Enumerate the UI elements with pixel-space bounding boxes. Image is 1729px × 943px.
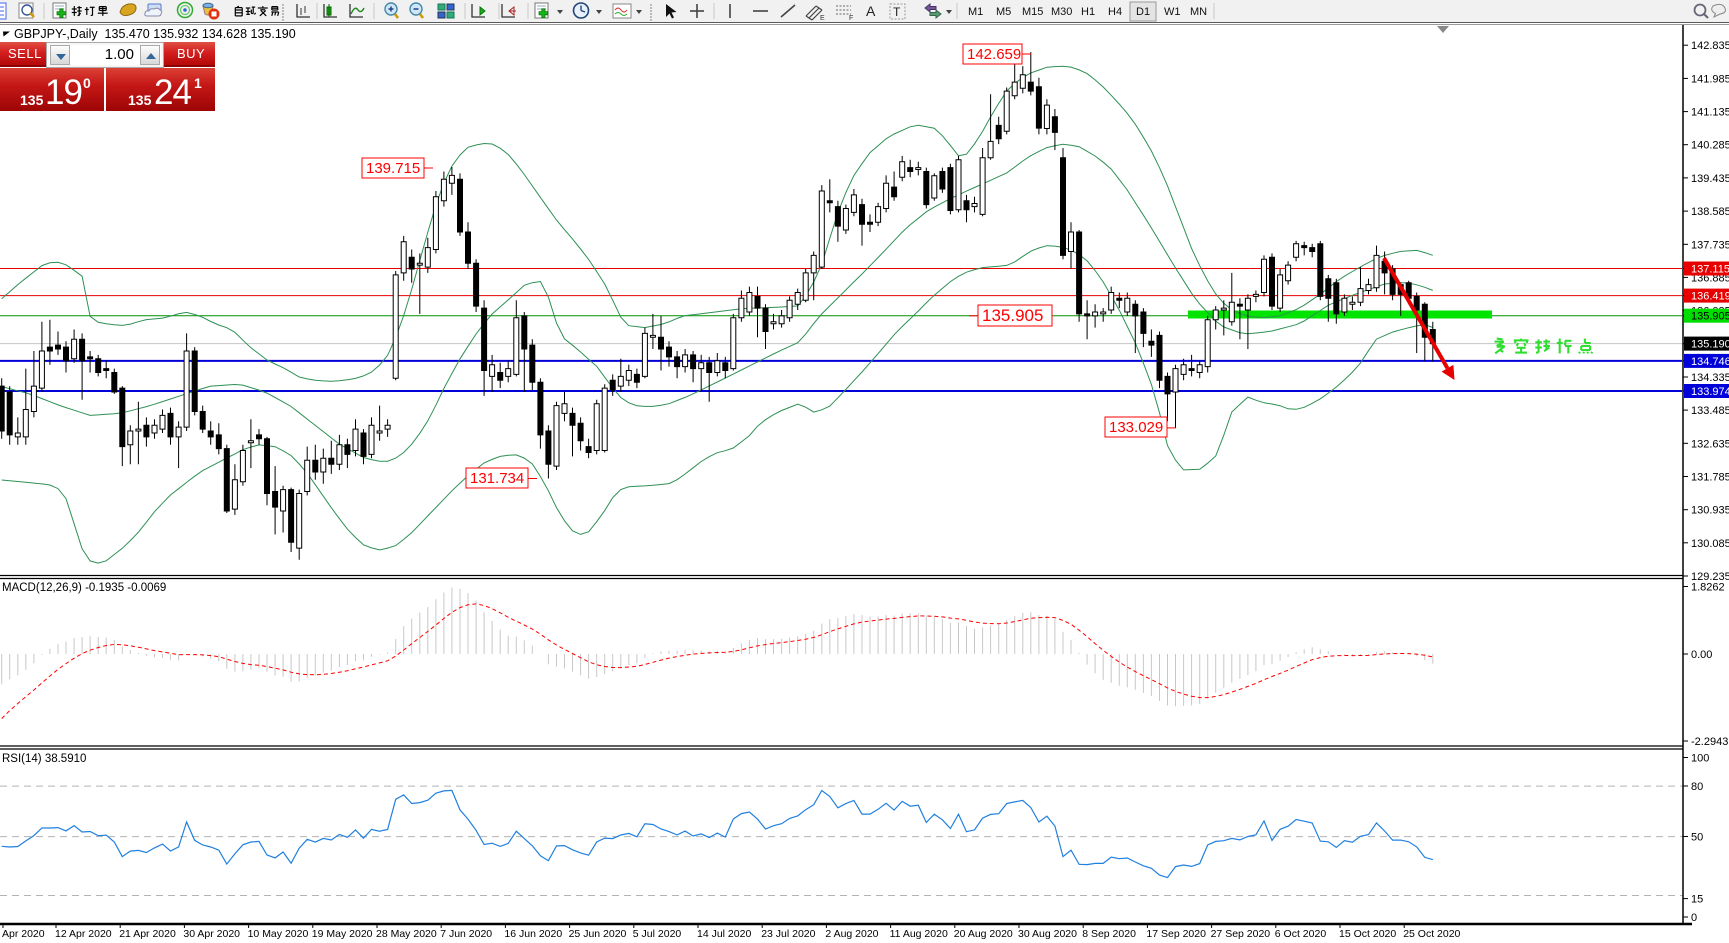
svg-text:80: 80 (1691, 781, 1703, 793)
svg-text:142.835: 142.835 (1691, 40, 1729, 52)
svg-text:0.00: 0.00 (1691, 649, 1712, 661)
svg-text:H1: H1 (1081, 6, 1095, 18)
svg-text:30 Aug 2020: 30 Aug 2020 (1018, 928, 1077, 940)
svg-text:5 Jul 2020: 5 Jul 2020 (633, 928, 682, 940)
svg-text:12 Apr 2020: 12 Apr 2020 (55, 928, 112, 940)
svg-text:0: 0 (1691, 912, 1697, 924)
svg-text:133.029: 133.029 (1109, 419, 1163, 436)
svg-text:133.485: 133.485 (1691, 405, 1729, 417)
svg-text:130.085: 130.085 (1691, 538, 1729, 550)
svg-text:50: 50 (1691, 832, 1703, 844)
svg-text:20 Aug 2020: 20 Aug 2020 (954, 928, 1013, 940)
svg-text:138.585: 138.585 (1691, 206, 1729, 218)
svg-text:Apr 2020: Apr 2020 (2, 928, 45, 940)
svg-text:141.135: 141.135 (1691, 107, 1729, 119)
svg-text:131.734: 131.734 (470, 470, 524, 487)
svg-text:11 Aug 2020: 11 Aug 2020 (890, 928, 948, 940)
svg-text:2 Aug 2020: 2 Aug 2020 (825, 928, 878, 940)
svg-text:25 Oct 2020: 25 Oct 2020 (1403, 928, 1460, 940)
svg-text:6 Oct 2020: 6 Oct 2020 (1275, 928, 1327, 940)
svg-text:M5: M5 (996, 6, 1011, 18)
svg-text:RSI(14) 38.5910: RSI(14) 38.5910 (2, 753, 86, 765)
svg-text:133.974: 133.974 (1691, 386, 1729, 398)
svg-text:M15: M15 (1022, 6, 1043, 18)
svg-text:135.905: 135.905 (982, 306, 1043, 325)
svg-text:14 Jul 2020: 14 Jul 2020 (697, 928, 751, 940)
svg-text:135.190: 135.190 (1691, 339, 1729, 351)
svg-text:MACD(12,26,9) -0.1935 -0.0069: MACD(12,26,9) -0.1935 -0.0069 (2, 582, 166, 594)
svg-text:16 Jun 2020: 16 Jun 2020 (504, 928, 562, 940)
svg-text:M1: M1 (968, 6, 983, 18)
svg-text:132.635: 132.635 (1691, 438, 1729, 450)
svg-text:100: 100 (1691, 753, 1709, 765)
svg-text:F: F (849, 15, 853, 22)
svg-text:136.419: 136.419 (1691, 291, 1729, 303)
svg-text:130.935: 130.935 (1691, 505, 1729, 517)
svg-text:134.335: 134.335 (1691, 372, 1729, 384)
svg-text:27 Sep 2020: 27 Sep 2020 (1211, 928, 1271, 940)
svg-text:140.285: 140.285 (1691, 140, 1729, 152)
svg-text:139.435: 139.435 (1691, 173, 1729, 185)
svg-text:1.8262: 1.8262 (1691, 582, 1725, 594)
svg-text:21 Apr 2020: 21 Apr 2020 (119, 928, 176, 940)
svg-text:137.115: 137.115 (1691, 264, 1729, 276)
svg-text:137.735: 137.735 (1691, 239, 1729, 251)
svg-text:A: A (866, 3, 876, 19)
svg-text:17 Sep 2020: 17 Sep 2020 (1146, 928, 1206, 940)
svg-text:142.659: 142.659 (967, 46, 1021, 63)
svg-text:131.785: 131.785 (1691, 472, 1729, 484)
svg-text:141.985: 141.985 (1691, 73, 1729, 85)
svg-text:D1: D1 (1136, 6, 1150, 18)
svg-text:30 Apr 2020: 30 Apr 2020 (183, 928, 240, 940)
svg-text:15 Oct 2020: 15 Oct 2020 (1339, 928, 1396, 940)
svg-text:139.715: 139.715 (366, 160, 420, 177)
svg-text:H4: H4 (1108, 6, 1122, 18)
svg-text:GBPJPY-,Daily 135.470 135.932: GBPJPY-,Daily 135.470 135.932 134.628 13… (14, 27, 296, 41)
svg-text:129.235: 129.235 (1691, 571, 1729, 583)
svg-text:23 Jul 2020: 23 Jul 2020 (761, 928, 815, 940)
svg-text:M30: M30 (1051, 6, 1072, 18)
svg-text:19 May 2020: 19 May 2020 (312, 928, 373, 940)
svg-text:8 Sep 2020: 8 Sep 2020 (1082, 928, 1136, 940)
svg-text:134.746: 134.746 (1691, 356, 1729, 368)
svg-text:15: 15 (1691, 894, 1703, 906)
svg-text:28 May 2020: 28 May 2020 (376, 928, 437, 940)
svg-text:135.905: 135.905 (1691, 311, 1729, 323)
svg-text:10 May 2020: 10 May 2020 (248, 928, 309, 940)
svg-text:MN: MN (1190, 6, 1207, 18)
svg-text:-2.2943: -2.2943 (1691, 736, 1728, 748)
svg-text:E: E (820, 15, 825, 22)
svg-text:25 Jun 2020: 25 Jun 2020 (569, 928, 627, 940)
svg-text:T: T (893, 5, 901, 19)
svg-text:W1: W1 (1164, 6, 1181, 18)
svg-text:7 Jun 2020: 7 Jun 2020 (440, 928, 492, 940)
